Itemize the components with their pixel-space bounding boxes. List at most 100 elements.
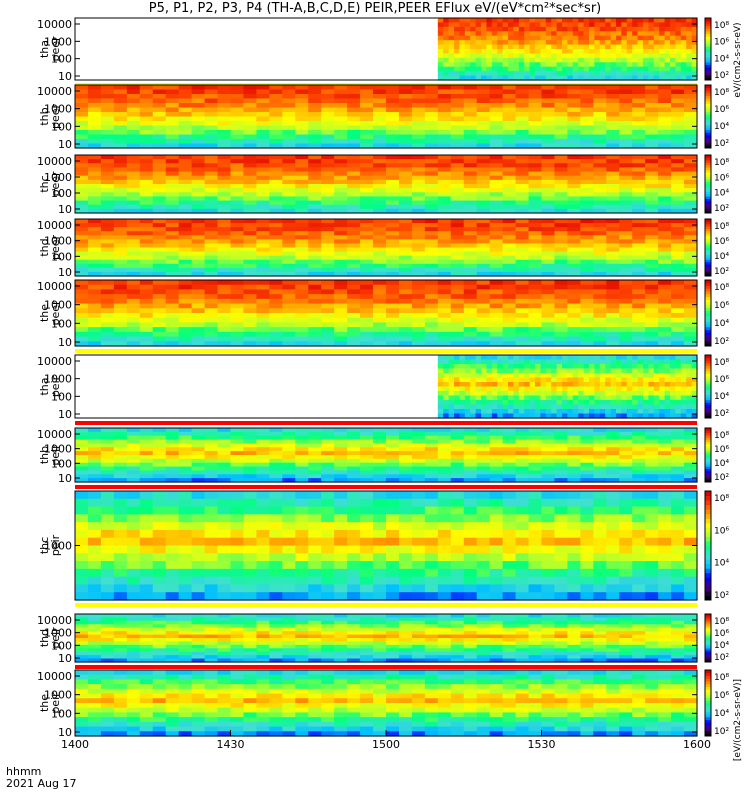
spectrogram-cell [464, 159, 478, 164]
spectrogram-cell [443, 36, 449, 41]
spectrogram-cell [477, 455, 491, 459]
spectrogram-cell [557, 22, 563, 27]
spectrogram-cell [399, 318, 413, 323]
spectrogram-cell [451, 327, 465, 332]
spectrogram-cell [562, 40, 568, 45]
spectrogram-cell [632, 391, 638, 396]
spectrogram-cell [218, 223, 232, 228]
spectrogram-cell [321, 243, 335, 248]
spectrogram-cell [166, 299, 180, 304]
spectrogram-cell [449, 58, 455, 63]
spectrogram-cell [295, 192, 309, 197]
spectrogram-cell [611, 40, 617, 45]
spectrogram-cell [619, 103, 633, 108]
spectrogram-cell [153, 205, 167, 210]
spectrogram-cell [619, 256, 633, 261]
spectrogram-cell [179, 205, 193, 210]
spectrogram-cell [282, 180, 296, 185]
spectrogram-cell [573, 396, 579, 401]
spectrogram-cell [231, 184, 245, 189]
spectrogram-cell [231, 313, 245, 318]
spectrogram-cell [256, 196, 270, 201]
spectrogram-cell [567, 337, 581, 342]
spectrogram-cell [140, 440, 154, 444]
spectrogram-cell [243, 205, 257, 210]
spectrogram-cell [256, 108, 270, 113]
spectrogram-cell [205, 192, 219, 197]
spectrogram-cell [360, 188, 374, 193]
spectrogram-cell [308, 467, 322, 471]
spectrogram-cell [643, 18, 649, 23]
spectrogram-cell [524, 382, 530, 387]
spectrogram-cell [256, 322, 270, 327]
spectrogram-cell [658, 172, 672, 177]
spectrogram-cell [205, 285, 219, 290]
spectrogram-cell [638, 355, 644, 360]
spectrogram-cell [282, 285, 296, 290]
spectrogram-cell [231, 117, 245, 122]
spectrogram-cell [88, 172, 102, 177]
spectrogram-cell [295, 235, 309, 240]
spectrogram-cell [425, 470, 439, 474]
spectrogram-cell [654, 49, 660, 54]
spectrogram-cell [621, 31, 627, 36]
spectrogram-cell [593, 130, 607, 135]
spectrogram-cell [477, 447, 491, 451]
spectrogram-cell [243, 188, 257, 193]
spectrogram-cell [638, 400, 644, 405]
spectrogram-cell [373, 322, 387, 327]
spectrogram-cell [671, 268, 685, 273]
spectrogram-cell [600, 409, 606, 414]
spectrogram-cell [347, 188, 361, 193]
spectrogram-cell [321, 239, 335, 244]
spectrogram-cell [127, 223, 141, 228]
spectrogram-cell [632, 108, 646, 113]
spectrogram-cell [373, 243, 387, 248]
spectrogram-cell [519, 31, 525, 36]
spectrogram-cell [269, 459, 283, 463]
spectrogram-cell [645, 184, 659, 189]
spectrogram-cell [243, 436, 257, 440]
spectrogram-cell [546, 71, 552, 76]
spectrogram-cell [334, 440, 348, 444]
spectrogram-cell [632, 58, 638, 63]
spectrogram-cell [535, 36, 541, 41]
spectrogram-cell [308, 99, 322, 104]
spectrogram-cell [321, 451, 335, 455]
spectrogram-cell [600, 27, 606, 32]
spectrogram-cell [638, 58, 644, 63]
spectrogram-cell [243, 159, 257, 164]
spectrogram-cell [438, 391, 444, 396]
spectrogram-cell [632, 18, 638, 23]
spectrogram-cell [464, 455, 478, 459]
spectrogram-cell [619, 184, 633, 189]
spectrogram-cell [347, 176, 361, 181]
spectrogram-cell [399, 474, 413, 478]
spectrogram-cell [654, 378, 660, 383]
spectrogram-cell [75, 318, 89, 323]
spectrogram-cell [503, 443, 517, 447]
spectrogram-cell [166, 121, 180, 126]
spectrogram-cell [75, 447, 89, 451]
spectrogram-cell [619, 451, 633, 455]
spectrogram-cell [593, 223, 607, 228]
spectrogram-cell [373, 467, 387, 471]
spectrogram-cell [127, 112, 141, 117]
spectrogram-cell [205, 167, 219, 172]
spectrogram-cell [282, 103, 296, 108]
spectrogram-cell [140, 176, 154, 181]
spectrogram-cell [360, 299, 374, 304]
spectrogram-cell [127, 155, 141, 160]
spectrogram-cell [127, 304, 141, 309]
spectrogram-cell [451, 155, 465, 160]
spectrogram-cell [619, 432, 633, 436]
spectrogram-cell [567, 239, 581, 244]
spectrogram-cell [671, 280, 685, 285]
spectrogram-cell [231, 337, 245, 342]
spectrogram-cell [645, 256, 659, 261]
spectrogram-cell [476, 400, 482, 405]
spectrogram-cell [127, 180, 141, 185]
spectrogram-cell [321, 455, 335, 459]
spectrogram-cell [490, 201, 504, 206]
spectrogram-cell [481, 373, 487, 378]
